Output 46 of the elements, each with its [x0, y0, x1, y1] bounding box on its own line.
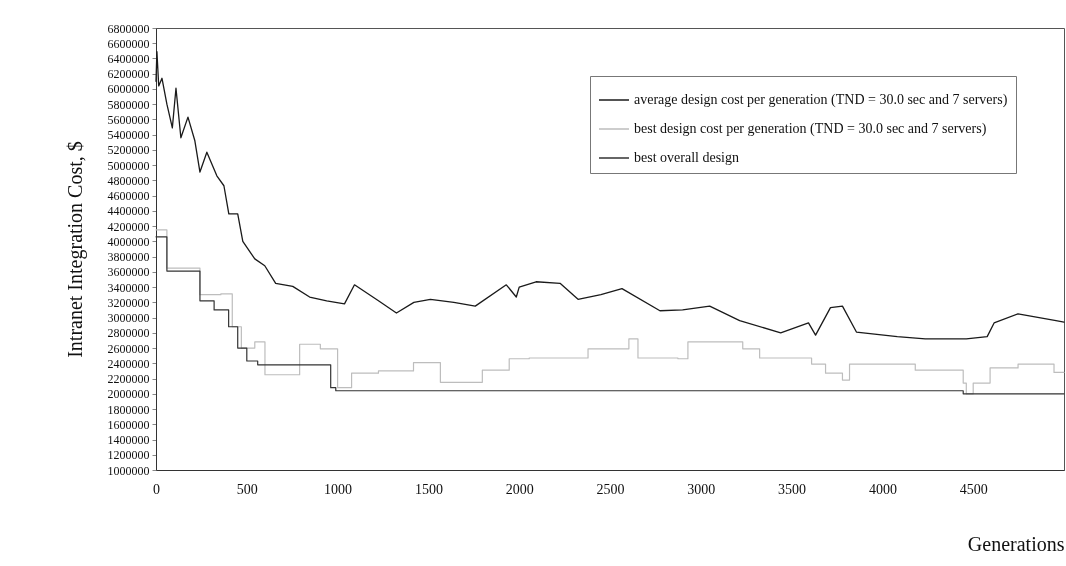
legend-label: best overall design	[634, 150, 739, 165]
y-tick-label: 2400000	[107, 356, 150, 371]
y-tick-label: 4800000	[107, 173, 150, 188]
y-tick-label: 5600000	[107, 112, 150, 127]
y-tick-label: 5800000	[107, 97, 150, 112]
x-tick-label: 1500	[414, 481, 443, 497]
y-tick-label: 3200000	[107, 295, 150, 310]
y-tick-label: 6800000	[107, 21, 150, 36]
legend-label: best design cost per generation (TND = 30.0 sec and 7 servers)	[634, 121, 987, 137]
y-tick-label: 1800000	[107, 402, 150, 417]
x-tick-label: 4000	[868, 481, 897, 497]
x-tick-label: 1000	[324, 481, 353, 497]
line-series	[155, 50, 1065, 340]
y-tick-label: 6200000	[107, 67, 150, 82]
x-tick-label: 3000	[687, 481, 716, 497]
y-tick-label: 6600000	[107, 36, 150, 51]
y-tick-label: 6400000	[107, 51, 150, 66]
x-tick-label: 0	[153, 481, 160, 497]
x-tick-label: 2000	[505, 481, 534, 497]
y-tick-label: 5400000	[107, 128, 150, 143]
y-tick-label: 4400000	[107, 204, 150, 219]
legend-label: average design cost per generation (TND = 30.0 sec and 7 servers)	[634, 92, 1008, 108]
x-tick-label: 3500	[778, 481, 807, 497]
x-tick-label: 4500	[959, 481, 988, 497]
y-axis-title: Intranet Integration Cost, $	[63, 141, 87, 358]
x-tick-label: 500	[236, 481, 258, 497]
y-tick-label: 1600000	[107, 417, 150, 432]
y-tick-label: 3000000	[107, 311, 150, 326]
y-tick-label: 1000000	[107, 463, 150, 478]
y-tick-label: 4600000	[107, 189, 150, 204]
y-tick-label: 5000000	[107, 158, 150, 173]
y-tick-label: 4200000	[107, 219, 150, 234]
y-tick-label: 1200000	[107, 448, 150, 463]
y-tick-label: 6000000	[107, 82, 150, 97]
y-tick-label: 3600000	[107, 265, 150, 280]
y-tick-label: 2800000	[107, 326, 150, 341]
x-tick-label: 2500	[596, 481, 625, 497]
x-axis-title: Generations	[967, 532, 1065, 555]
y-tick-label: 2000000	[107, 387, 150, 402]
y-tick-label: 1400000	[107, 433, 150, 448]
y-tick-label: 2600000	[107, 341, 150, 356]
y-tick-label: 2200000	[107, 372, 150, 387]
y-tick-label: 3800000	[107, 250, 150, 265]
y-tick-label: 4000000	[107, 234, 150, 249]
y-tick-label: 5200000	[107, 143, 150, 158]
y-tick-label: 3400000	[107, 280, 150, 295]
